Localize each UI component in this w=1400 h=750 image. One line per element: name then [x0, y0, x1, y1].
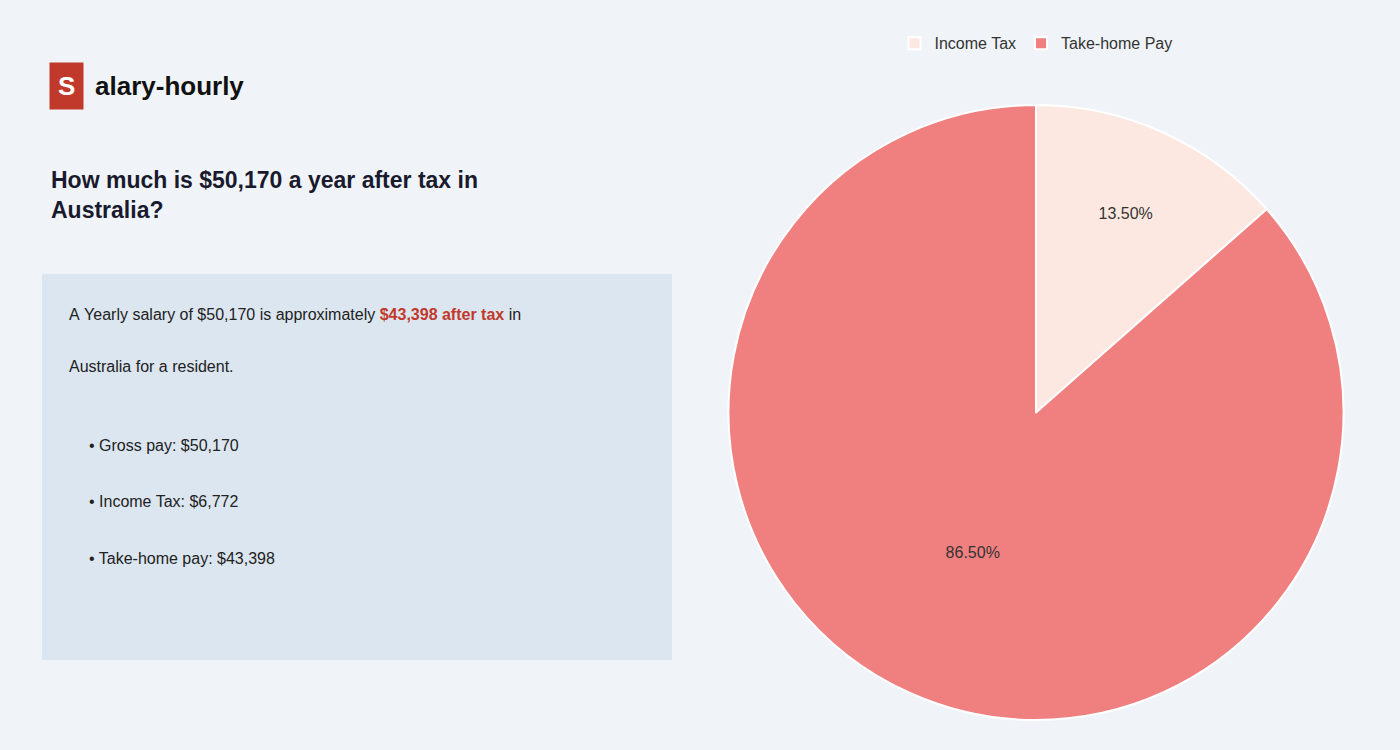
svg-text:Australia for a resident.: Australia for a resident. [69, 358, 234, 375]
svg-text:13.50%: 13.50% [1099, 205, 1153, 222]
svg-text:Take-home Pay: Take-home Pay [1061, 35, 1172, 52]
svg-text:A Yearly salary of $50,170 is: A Yearly salary of $50,170 is approximat… [69, 306, 521, 323]
svg-text:How much is $50,170 a year aft: How much is $50,170 a year after tax inA… [51, 167, 478, 223]
svg-text:S: S [58, 71, 75, 101]
svg-text:Income Tax: Income Tax [935, 35, 1017, 52]
svg-text:• Gross pay: $50,170: • Gross pay: $50,170 [89, 437, 239, 454]
svg-text:• Income Tax: $6,772: • Income Tax: $6,772 [89, 493, 239, 510]
svg-text:86.50%: 86.50% [946, 544, 1000, 561]
svg-text:alary-hourly: alary-hourly [95, 71, 244, 101]
svg-text:• Take-home pay: $43,398: • Take-home pay: $43,398 [89, 550, 275, 567]
